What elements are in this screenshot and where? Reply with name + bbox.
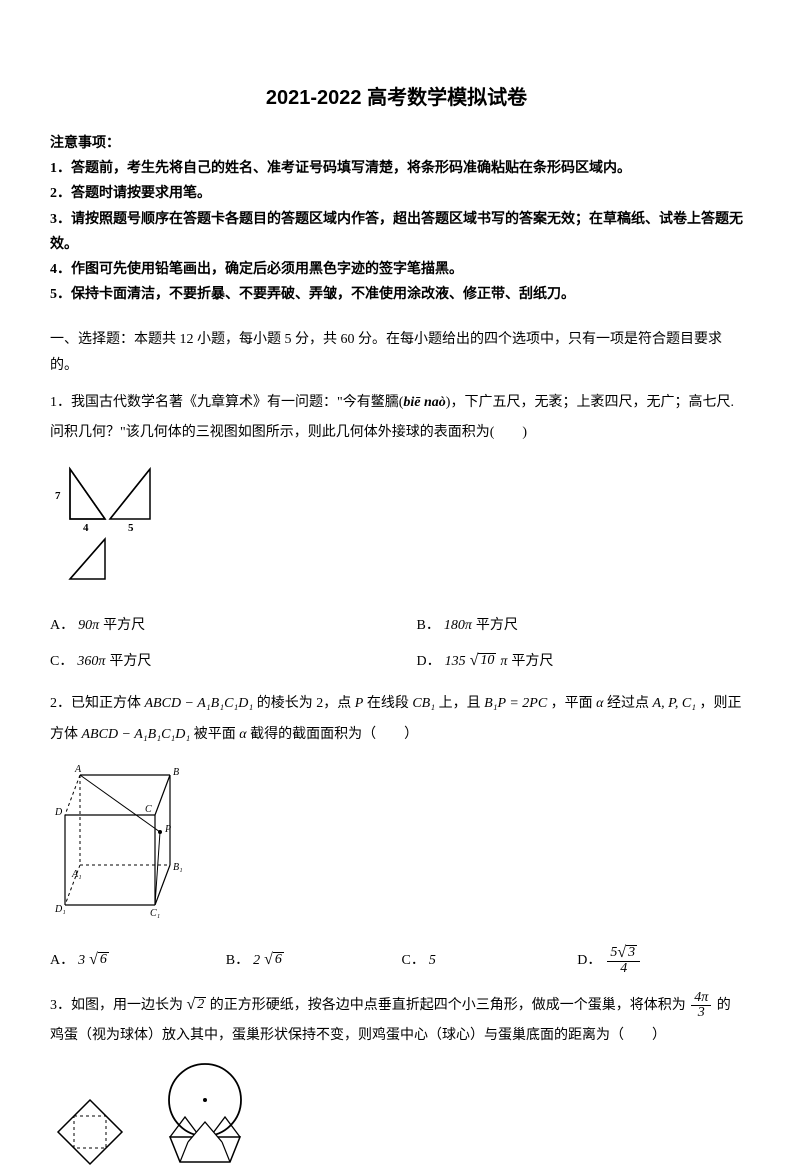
q2-options: A．3√6 B．2√6 C．5 D． 5√3 4 — [50, 945, 743, 976]
notice-item-5: 5．保持卡面清洁，不要折暴、不要弄破、弄皱，不准使用涂改液、修正带、刮纸刀。 — [50, 282, 743, 307]
q2-a-before: 3 — [78, 948, 85, 973]
q1-d-suffix: 平方尺 — [511, 649, 553, 674]
q1-b-suffix: 平方尺 — [476, 613, 518, 638]
q1-c-val: 360π — [77, 649, 105, 674]
q2-label-D: D — [54, 807, 63, 818]
q1-options: A．90π 平方尺 B．180π 平方尺 C．360π 平方尺 D．135√10… — [50, 613, 743, 673]
q2-d-den: 4 — [617, 962, 630, 976]
notice-item-1: 1．答题前，考生先将自己的姓名、准考证号码填写清楚，将条形码准确粘贴在条形码区域… — [50, 156, 743, 181]
q2-t9: 截得的截面面积为（ ） — [247, 727, 419, 742]
page-title: 2021-2022 高考数学模拟试卷 — [50, 80, 743, 116]
q1-text-part1: 1．我国古代数学名著《九章算术》有一问题："今有鳖臑( — [50, 395, 403, 410]
q1-pinyin: biē naò — [403, 395, 445, 410]
q2-t2: 的棱长为 2，点 — [253, 696, 355, 711]
q2-label-B: B — [173, 767, 179, 778]
q2-t4: 上，且 — [435, 696, 484, 711]
q2-diagram: A B C D A₁ B₁ C₁ D₁ P — [50, 760, 743, 929]
q2-a-prefix: A． — [50, 948, 74, 973]
notice-item-3: 3．请按照题号顺序在答题卡各题目的答题区域内作答，超出答题区域书写的答案无效；在… — [50, 207, 743, 257]
q1-diagram: 7 4 5 — [50, 459, 743, 598]
q2-cube2: ABCD − A₁B₁C₁D₁ — [82, 727, 191, 742]
q3-diagram — [50, 1062, 743, 1172]
q3-frac-num: 4π — [691, 991, 711, 1006]
q1-d-sqrt: 10 — [478, 653, 496, 668]
q1-option-b: B．180π 平方尺 — [417, 613, 744, 638]
q3-diagram-nest — [50, 1092, 130, 1172]
q2-label-D1: D₁ — [54, 904, 66, 915]
q1-option-c: C．360π 平方尺 — [50, 649, 377, 674]
question-3-text: 3．如图，用一边长为 √2 的正方形硬纸，按各边中点垂直折起四个小三角形，做成一… — [50, 991, 743, 1053]
q1-a-val: 90π — [78, 613, 99, 638]
q1-d-before: 135 — [445, 649, 466, 674]
q2-a-sqrt: 6 — [98, 952, 109, 967]
q2-d-num-sqrt: 3 — [626, 945, 637, 960]
q2-t5: ，平面 — [547, 696, 596, 711]
q2-c-val: 5 — [429, 948, 436, 973]
q2-apc1: A, P, C₁ — [653, 696, 697, 711]
q1-option-d: D．135√10π 平方尺 — [417, 649, 744, 674]
q1-label-5: 5 — [128, 522, 134, 534]
q2-option-a: A．3√6 — [50, 945, 216, 976]
q1-d-after: π — [500, 649, 507, 674]
sqrt-icon: √3 — [617, 945, 637, 961]
q2-cube1: ABCD − A₁B₁C₁D₁ — [145, 696, 254, 711]
q2-option-d: D． 5√3 4 — [577, 945, 743, 976]
notice-header: 注意事项： — [50, 131, 743, 156]
q2-label-A1: A₁ — [71, 869, 82, 880]
question-2-text: 2．已知正方体 ABCD − A₁B₁C₁D₁ 的棱长为 2，点 P 在线段 C… — [50, 689, 743, 751]
q2-d-prefix: D． — [577, 948, 601, 973]
q2-label-C1: C₁ — [150, 908, 160, 919]
question-1: 1．我国古代数学名著《九章算术》有一问题："今有鳖臑(biē naò)，下广五尺… — [50, 388, 743, 674]
q3-sqrt2: 2 — [195, 997, 206, 1012]
question-2: 2．已知正方体 ABCD − A₁B₁C₁D₁ 的棱长为 2，点 P 在线段 C… — [50, 689, 743, 976]
q2-t1: 2．已知正方体 — [50, 696, 145, 711]
q3-t1: 3．如图，用一边长为 — [50, 998, 187, 1013]
q2-d-num-before: 5 — [610, 945, 617, 960]
sqrt-icon: √6 — [89, 952, 109, 968]
q2-label-P: P — [164, 824, 171, 835]
fraction-icon: 4π3 — [691, 991, 711, 1020]
q1-d-prefix: D． — [417, 649, 441, 674]
q1-b-prefix: B． — [417, 613, 440, 638]
q1-a-prefix: A． — [50, 613, 74, 638]
q1-label-4: 4 — [83, 522, 89, 534]
q2-label-C: C — [145, 804, 152, 815]
q1-c-suffix: 平方尺 — [109, 649, 151, 674]
q2-option-c: C．5 — [402, 945, 568, 976]
q1-c-prefix: C． — [50, 649, 73, 674]
notice-item-2: 2．答题时请按要求用笔。 — [50, 181, 743, 206]
question-3: 3．如图，用一边长为 √2 的正方形硬纸，按各边中点垂直折起四个小三角形，做成一… — [50, 991, 743, 1172]
q2-c-prefix: C． — [402, 948, 425, 973]
q2-b-before: 2 — [253, 948, 260, 973]
sqrt-icon: √6 — [264, 952, 284, 968]
q1-option-a: A．90π 平方尺 — [50, 613, 377, 638]
q1-a-suffix: 平方尺 — [103, 613, 145, 638]
q1-label-7: 7 — [55, 490, 61, 502]
section-1-header: 一、选择题：本题共 12 小题，每小题 5 分，共 60 分。在每小题给出的四个… — [50, 327, 743, 377]
sqrt-icon: √2 — [187, 997, 207, 1013]
q2-alpha2: α — [239, 727, 246, 742]
q2-alpha: α — [596, 696, 603, 711]
q3-diagram-egg — [150, 1062, 260, 1172]
q3-t2: 的正方形硬纸，按各边中点垂直折起四个小三角形，做成一个蛋巢，将体积为 — [206, 998, 689, 1013]
q2-t8: 被平面 — [190, 727, 239, 742]
q2-label-B1: B₁ — [173, 862, 183, 873]
question-1-text: 1．我国古代数学名著《九章算术》有一问题："今有鳖臑(biē naò)，下广五尺… — [50, 388, 743, 450]
q2-t3: 在线段 — [363, 696, 412, 711]
fraction-icon: 5√3 4 — [607, 945, 640, 976]
q2-t6: 经过点 — [604, 696, 653, 711]
q2-eq: B₁P = 2PC — [484, 696, 547, 711]
q2-cb1: CB₁ — [412, 696, 435, 711]
q2-label-A: A — [74, 764, 82, 775]
q2-b-sqrt: 6 — [273, 952, 284, 967]
q2-b-prefix: B． — [226, 948, 249, 973]
q3-frac-den: 3 — [695, 1006, 708, 1020]
q2-option-b: B．2√6 — [226, 945, 392, 976]
q1-b-val: 180π — [444, 613, 472, 638]
notice-item-4: 4．作图可先使用铅笔画出，确定后必须用黑色字迹的签字笔描黑。 — [50, 257, 743, 282]
notice-list: 1．答题前，考生先将自己的姓名、准考证号码填写清楚，将条形码准确粘贴在条形码区域… — [50, 156, 743, 307]
sqrt-icon: √10 — [470, 653, 497, 669]
